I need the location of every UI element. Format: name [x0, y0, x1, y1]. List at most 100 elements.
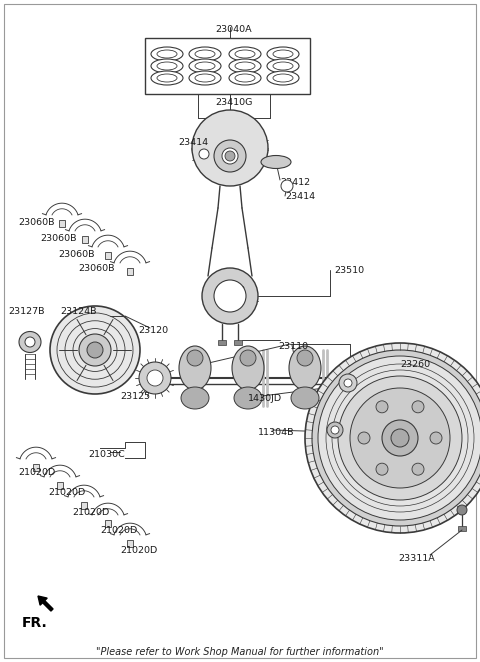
Circle shape [281, 180, 293, 192]
Circle shape [187, 350, 203, 366]
Ellipse shape [267, 71, 299, 85]
Text: 23060B: 23060B [58, 250, 95, 259]
Ellipse shape [235, 74, 255, 82]
Ellipse shape [157, 74, 177, 82]
Circle shape [222, 148, 238, 164]
Ellipse shape [157, 62, 177, 70]
Text: "Please refer to Work Shop Manual for further information": "Please refer to Work Shop Manual for fu… [96, 647, 384, 657]
Text: 23311A: 23311A [398, 554, 435, 563]
Text: 23260: 23260 [400, 360, 430, 369]
Text: 23510: 23510 [334, 266, 364, 275]
Text: 23410G: 23410G [215, 98, 252, 107]
Ellipse shape [267, 47, 299, 61]
Circle shape [339, 374, 357, 392]
Text: 1430JD: 1430JD [248, 394, 282, 403]
Ellipse shape [50, 306, 140, 394]
Bar [82, 236, 88, 242]
Circle shape [327, 422, 343, 438]
FancyArrow shape [38, 596, 53, 611]
Circle shape [192, 110, 268, 186]
Text: 23125: 23125 [120, 392, 150, 401]
Text: 21020D: 21020D [120, 546, 157, 555]
Bar [57, 482, 63, 489]
Ellipse shape [235, 50, 255, 58]
Ellipse shape [273, 74, 293, 82]
Circle shape [147, 370, 163, 386]
Text: 23124B: 23124B [60, 307, 96, 316]
Circle shape [376, 401, 388, 413]
Bar [218, 340, 226, 345]
Circle shape [430, 432, 442, 444]
Text: 23120: 23120 [138, 326, 168, 335]
Ellipse shape [19, 332, 41, 352]
Circle shape [225, 151, 235, 161]
Ellipse shape [273, 62, 293, 70]
Circle shape [139, 362, 171, 394]
Ellipse shape [289, 346, 321, 390]
Ellipse shape [179, 346, 211, 390]
Text: 23414: 23414 [285, 192, 315, 201]
Ellipse shape [234, 387, 262, 409]
Text: 23060B: 23060B [40, 234, 76, 243]
Ellipse shape [235, 62, 255, 70]
Circle shape [297, 350, 313, 366]
Ellipse shape [25, 337, 35, 347]
Circle shape [412, 401, 424, 413]
Circle shape [391, 429, 409, 447]
Circle shape [199, 149, 209, 159]
Text: 21020D: 21020D [48, 488, 85, 497]
Ellipse shape [181, 387, 209, 409]
Ellipse shape [195, 62, 215, 70]
Ellipse shape [151, 59, 183, 73]
Circle shape [344, 379, 352, 387]
Ellipse shape [229, 47, 261, 61]
Circle shape [358, 432, 370, 444]
Text: FR.: FR. [22, 616, 48, 630]
Ellipse shape [195, 74, 215, 82]
Ellipse shape [273, 50, 293, 58]
Text: 23060B: 23060B [18, 218, 55, 227]
Text: 21030C: 21030C [88, 450, 125, 459]
Text: 21020D: 21020D [18, 468, 55, 477]
Ellipse shape [189, 47, 221, 61]
Ellipse shape [291, 387, 319, 409]
Circle shape [412, 463, 424, 475]
Text: 23060B: 23060B [78, 264, 115, 273]
Circle shape [214, 140, 246, 172]
Bar [105, 252, 111, 259]
Bar [105, 520, 111, 526]
Circle shape [338, 376, 462, 500]
Ellipse shape [232, 346, 264, 390]
Bar [127, 268, 133, 275]
Circle shape [318, 356, 480, 520]
Circle shape [202, 268, 258, 324]
Circle shape [305, 343, 480, 533]
Bar [81, 502, 87, 508]
Ellipse shape [261, 156, 291, 169]
Circle shape [382, 420, 418, 456]
Text: 23040A: 23040A [215, 25, 252, 34]
Ellipse shape [189, 59, 221, 73]
Bar [234, 340, 242, 345]
Text: 11304B: 11304B [258, 428, 295, 437]
Circle shape [350, 388, 450, 488]
Text: 23513: 23513 [215, 286, 245, 295]
Bar [458, 526, 466, 531]
Text: 23414: 23414 [178, 138, 208, 147]
Ellipse shape [151, 71, 183, 85]
Circle shape [240, 350, 256, 366]
Circle shape [87, 342, 103, 358]
Ellipse shape [195, 50, 215, 58]
Circle shape [312, 350, 480, 526]
Bar [145, 38, 310, 94]
Text: 21020D: 21020D [100, 526, 137, 535]
Ellipse shape [189, 71, 221, 85]
Ellipse shape [157, 50, 177, 58]
Circle shape [331, 426, 339, 434]
Circle shape [79, 334, 111, 366]
Ellipse shape [229, 59, 261, 73]
Bar [59, 220, 65, 226]
Text: 23110: 23110 [278, 342, 308, 351]
Bar [127, 540, 133, 547]
Text: 23412: 23412 [280, 178, 310, 187]
